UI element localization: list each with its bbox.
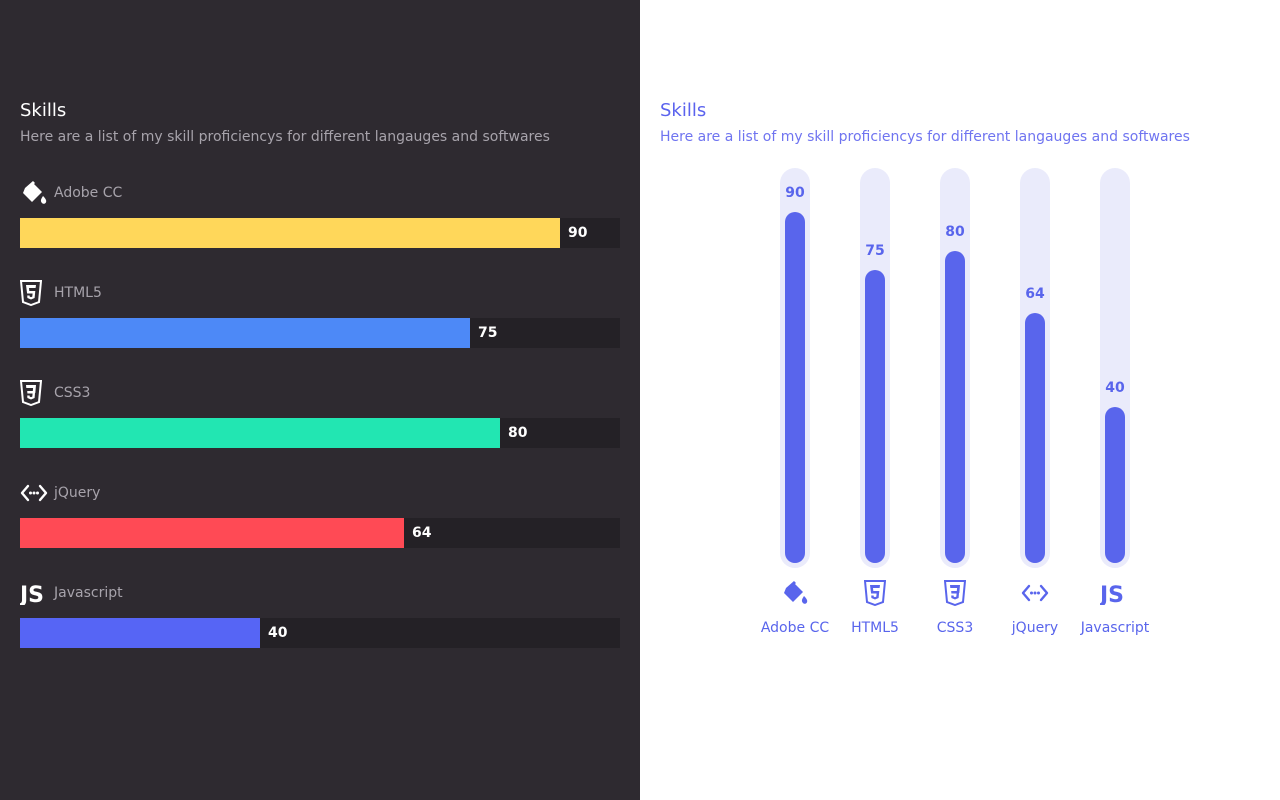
- bar-value-label: 90: [785, 185, 805, 201]
- skill-label: jQuery: [20, 478, 620, 508]
- html5-icon: [855, 578, 895, 608]
- skill-row: JS Javascript 40: [20, 578, 620, 678]
- bar-track: 90: [20, 218, 620, 248]
- bar: [785, 212, 805, 563]
- light-subtitle: Here are a list of my skill proficiencys…: [660, 129, 1190, 145]
- bar-track: 80: [20, 418, 620, 448]
- bar-value-label: 75: [865, 243, 885, 259]
- skill-name: CSS3: [936, 620, 974, 636]
- skill-row: jQuery 64: [20, 478, 620, 578]
- skill-name: Adobe CC: [760, 620, 830, 636]
- skill-name: HTML5: [54, 285, 102, 301]
- svg-text:JS: JS: [1100, 583, 1124, 605]
- bar-track: 40: [20, 618, 620, 648]
- skill-row: Adobe CC 90: [20, 178, 620, 278]
- skill-name: Adobe CC: [54, 185, 123, 201]
- paint-bucket-icon: [20, 178, 50, 208]
- bar-track: 64: [20, 518, 620, 548]
- skill-name: Javascript: [1080, 620, 1150, 636]
- js-icon: JS: [20, 578, 50, 608]
- skill-label: CSS3: [20, 378, 620, 408]
- skill-row: HTML5 75: [20, 278, 620, 378]
- code-icon: [20, 478, 50, 508]
- skill-name: jQuery: [1011, 620, 1059, 636]
- bar-value-label: 80: [945, 224, 965, 240]
- js-icon: JS: [1095, 578, 1135, 608]
- css3-icon: [20, 378, 50, 408]
- bar-value-label: 75: [478, 325, 498, 341]
- dark-title: Skills: [20, 100, 67, 121]
- skill-name: Javascript: [54, 585, 123, 601]
- bar: [20, 218, 560, 248]
- skill-label: JS Javascript: [20, 578, 620, 608]
- bar: [20, 518, 404, 548]
- bar-value-label: 80: [508, 425, 528, 441]
- dark-header: Skills Here are a list of my skill profi…: [20, 100, 550, 146]
- bar: [20, 418, 500, 448]
- skill-name: jQuery: [54, 485, 101, 501]
- skill-label: Adobe CC: [20, 178, 620, 208]
- bar-value-label: 64: [412, 525, 432, 541]
- bar-value-label: 90: [568, 225, 588, 241]
- skill-row: CSS3 80: [20, 378, 620, 478]
- skill-name: HTML5: [851, 620, 899, 636]
- light-title: Skills: [660, 100, 707, 121]
- light-header: Skills Here are a list of my skill profi…: [660, 100, 1190, 146]
- bar-value-label: 40: [268, 625, 288, 641]
- dark-subtitle: Here are a list of my skill proficiencys…: [20, 129, 550, 145]
- bar-track: 75: [20, 318, 620, 348]
- dark-skills-panel: Skills Here are a list of my skill profi…: [0, 0, 640, 800]
- css3-icon: [935, 578, 975, 608]
- bar: [1105, 407, 1125, 563]
- bar: [20, 618, 260, 648]
- html5-icon: [20, 278, 50, 308]
- code-icon: [1015, 578, 1055, 608]
- bar: [1025, 313, 1045, 563]
- paint-bucket-icon: [775, 578, 815, 608]
- bar: [945, 251, 965, 563]
- horizontal-skill-bar-chart: Adobe CC 90 HTML5 75 CSS3 80 jQuery 64 JS Javascr…: [20, 178, 620, 678]
- skill-name: CSS3: [54, 385, 91, 401]
- bar: [865, 270, 885, 563]
- skill-label: HTML5: [20, 278, 620, 308]
- bar: [20, 318, 470, 348]
- svg-text:JS: JS: [20, 583, 44, 605]
- bar-value-label: 40: [1105, 380, 1125, 396]
- bar-value-label: 64: [1025, 286, 1045, 302]
